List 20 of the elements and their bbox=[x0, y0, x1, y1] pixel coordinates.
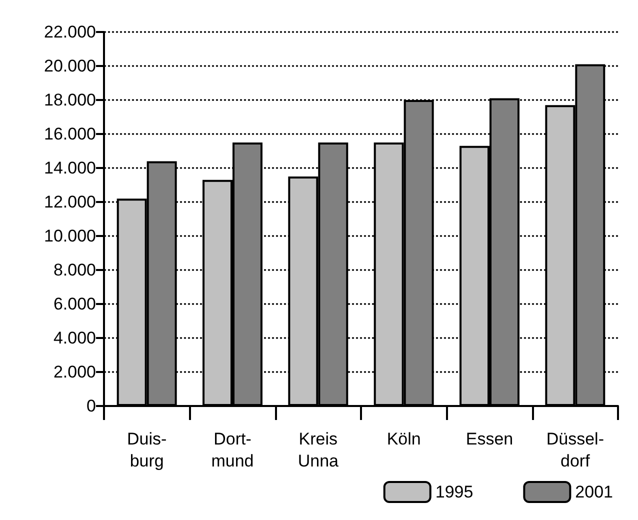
y-tick-label: 14.000 bbox=[44, 158, 96, 178]
y-tick-label: 18.000 bbox=[44, 90, 96, 110]
x-tick-label: Essen bbox=[466, 430, 514, 448]
y-tick-label: 2.000 bbox=[53, 362, 96, 382]
y-tick-label: 22.000 bbox=[44, 22, 96, 42]
x-tick-label: Kreis Unna bbox=[298, 430, 340, 470]
y-tick-label: 12.000 bbox=[44, 192, 96, 212]
x-tick-label: Düssel- dorf bbox=[546, 430, 604, 470]
x-tick-label: Dort- mund bbox=[211, 430, 254, 470]
x-tick-label: Duis- burg bbox=[126, 430, 167, 470]
y-tick-label: 20.000 bbox=[44, 56, 96, 76]
legend-label: 1995 bbox=[435, 482, 474, 502]
y-tick-label: 16.000 bbox=[44, 124, 96, 144]
y-tick-label: 6.000 bbox=[53, 294, 96, 314]
y-tick-label: 8.000 bbox=[53, 260, 96, 280]
legend-label: 2001 bbox=[575, 482, 614, 502]
x-tick-label: Köln bbox=[386, 430, 421, 448]
y-tick-label: 0 bbox=[86, 396, 96, 416]
y-tick-label: 10.000 bbox=[44, 226, 96, 246]
y-tick-label: 4.000 bbox=[53, 328, 96, 348]
